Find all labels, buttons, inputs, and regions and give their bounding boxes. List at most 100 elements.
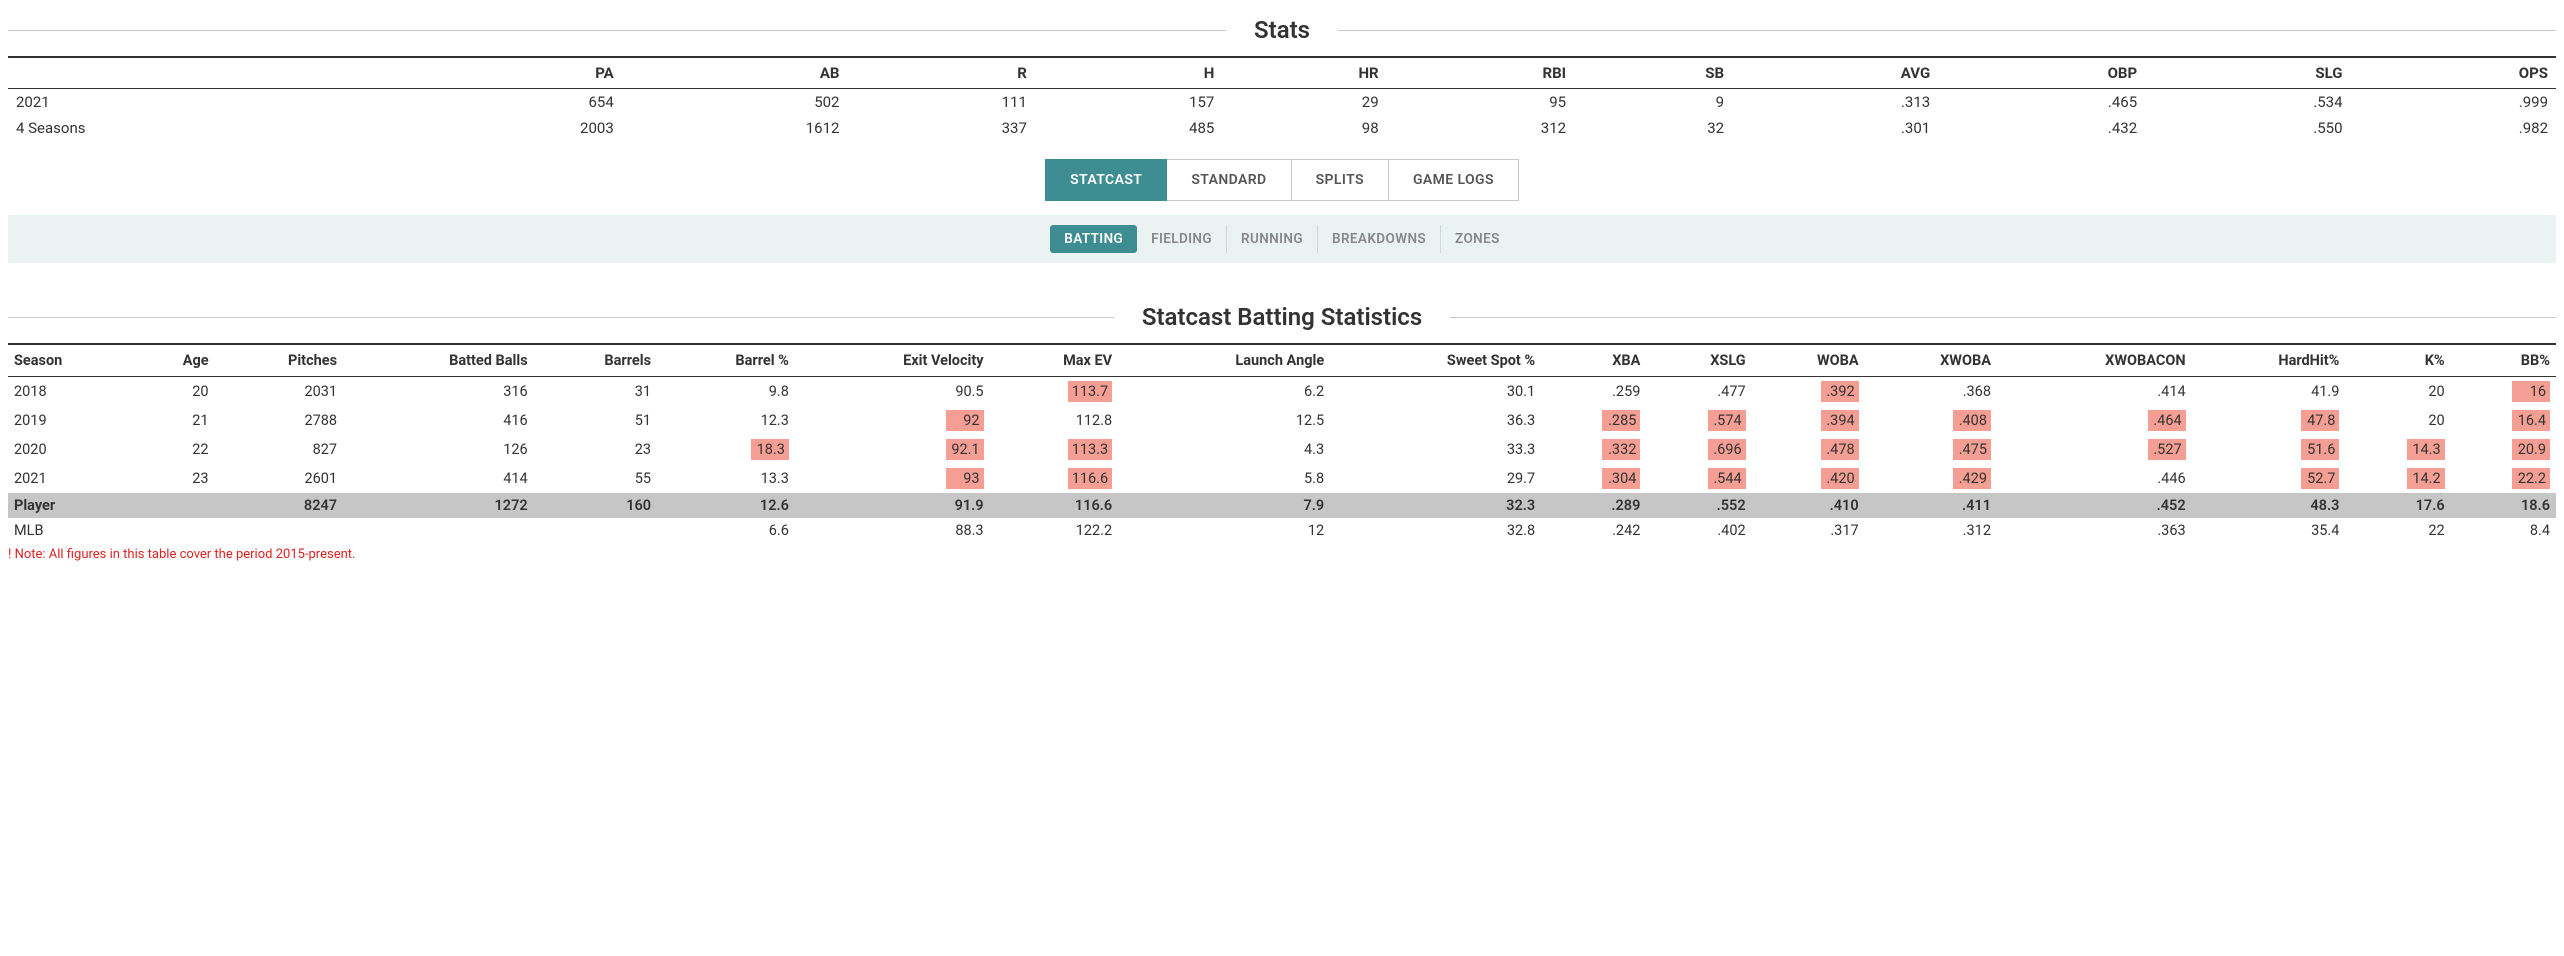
summary-cell: .313: [1732, 89, 1938, 116]
statcast-cell: .527: [1997, 435, 2192, 464]
tab-statcast[interactable]: STATCAST: [1045, 159, 1167, 201]
statcast-cell: 20.9: [2451, 435, 2556, 464]
statcast-row: 20192127884165112.392112.812.536.3.285.5…: [8, 406, 2556, 435]
statcast-cell: 113.3: [990, 435, 1119, 464]
statcast-cell: 2601: [215, 464, 343, 493]
statcast-cell: .363: [1997, 518, 2192, 543]
summary-cell: .534: [2145, 89, 2350, 116]
summary-cell: 2021: [8, 89, 396, 116]
subtab-fielding[interactable]: FIELDING: [1137, 225, 1227, 253]
statcast-cell: .411: [1865, 493, 1997, 518]
statcast-cell: 2019: [8, 406, 135, 435]
statcast-header-cell: XBA: [1541, 344, 1646, 377]
statcast-cell: .420: [1752, 464, 1865, 493]
statcast-cell: 14.3: [2345, 435, 2450, 464]
statcast-cell: 8247: [215, 493, 343, 518]
statcast-row: 20212326014145513.393116.65.829.7.304.54…: [8, 464, 2556, 493]
statcast-cell: .452: [1997, 493, 2192, 518]
statcast-header-row: SeasonAgePitchesBatted BallsBarrelsBarre…: [8, 344, 2556, 377]
tab-standard[interactable]: STANDARD: [1167, 159, 1291, 201]
statcast-header-cell: Pitches: [215, 344, 343, 377]
statcast-cell: 20: [2345, 377, 2450, 407]
statcast-header-cell: BB%: [2451, 344, 2556, 377]
subtab-breakdowns[interactable]: BREAKDOWNS: [1318, 225, 1441, 253]
summary-header-cell: AB: [622, 57, 848, 89]
statcast-cell: 20: [2345, 406, 2450, 435]
summary-cell: 9: [1574, 89, 1732, 116]
statcast-cell: 22.2: [2451, 464, 2556, 493]
statcast-cell: 51.6: [2192, 435, 2346, 464]
statcast-cell: 16: [2451, 377, 2556, 407]
statcast-cell: 116.6: [990, 493, 1119, 518]
statcast-cell: 12.6: [657, 493, 795, 518]
tab-game-logs[interactable]: GAME LOGS: [1389, 159, 1519, 201]
statcast-cell: 35.4: [2192, 518, 2346, 543]
statcast-cell: 14.2: [2345, 464, 2450, 493]
statcast-cell: 827: [215, 435, 343, 464]
statcast-row: 2018202031316319.890.5113.76.230.1.259.4…: [8, 377, 2556, 407]
summary-cell: .982: [2351, 115, 2556, 141]
statcast-cell: 414: [343, 464, 534, 493]
statcast-cell: 20: [135, 377, 215, 407]
summary-header-cell: OBP: [1938, 57, 2145, 89]
summary-table: PAABRHHRRBISBAVGOBPSLGOPS 20216545021111…: [8, 56, 2556, 141]
statcast-header-cell: Age: [135, 344, 215, 377]
statcast-cell: 48.3: [2192, 493, 2346, 518]
statcast-cell: 51: [534, 406, 657, 435]
statcast-cell: 22: [135, 435, 215, 464]
summary-cell: 4 Seasons: [8, 115, 396, 141]
summary-header-cell: [8, 57, 396, 89]
summary-header-cell: AVG: [1732, 57, 1938, 89]
tab-splits[interactable]: SPLITS: [1292, 159, 1389, 201]
statcast-cell: .368: [1865, 377, 1997, 407]
statcast-cell: 12.5: [1118, 406, 1330, 435]
statcast-cell: 6.2: [1118, 377, 1330, 407]
summary-cell: .432: [1938, 115, 2145, 141]
statcast-header-cell: Barrel %: [657, 344, 795, 377]
subtab-zones[interactable]: ZONES: [1441, 225, 1514, 253]
statcast-cell: 93: [795, 464, 990, 493]
statcast-cell: .446: [1997, 464, 2192, 493]
statcast-cell: 2018: [8, 377, 135, 407]
subtab-running[interactable]: RUNNING: [1227, 225, 1318, 253]
statcast-cell: [135, 518, 215, 543]
statcast-cell: .544: [1646, 464, 1751, 493]
statcast-cell: 22: [2345, 518, 2450, 543]
secondary-tabs: BATTINGFIELDINGRUNNINGBREAKDOWNSZONES: [8, 215, 2556, 263]
statcast-cell: 29.7: [1330, 464, 1541, 493]
statcast-row: 2020228271262318.392.1113.34.333.3.332.6…: [8, 435, 2556, 464]
statcast-cell: 90.5: [795, 377, 990, 407]
statcast-header-cell: XWOBA: [1865, 344, 1997, 377]
summary-cell: 337: [847, 115, 1034, 141]
statcast-cell: .478: [1752, 435, 1865, 464]
statcast-header-cell: HardHit%: [2192, 344, 2346, 377]
statcast-cell: .289: [1541, 493, 1646, 518]
statcast-table: SeasonAgePitchesBatted BallsBarrelsBarre…: [8, 343, 2556, 543]
statcast-cell: 2788: [215, 406, 343, 435]
statcast-header-cell: XWOBACON: [1997, 344, 2192, 377]
statcast-cell: 12.3: [657, 406, 795, 435]
subtab-batting[interactable]: BATTING: [1050, 225, 1137, 253]
statcast-cell: 416: [343, 406, 534, 435]
statcast-cell: .408: [1865, 406, 1997, 435]
statcast-cell: [215, 518, 343, 543]
summary-cell: 312: [1387, 115, 1574, 141]
statcast-cell: .410: [1752, 493, 1865, 518]
summary-cell: .999: [2351, 89, 2556, 116]
statcast-cell: .574: [1646, 406, 1751, 435]
statcast-cell: 12: [1118, 518, 1330, 543]
summary-header-cell: RBI: [1387, 57, 1574, 89]
summary-cell: 1612: [622, 115, 848, 141]
statcast-cell: 47.8: [2192, 406, 2346, 435]
statcast-header-cell: Batted Balls: [343, 344, 534, 377]
statcast-summary-row: Player8247127216012.691.9116.67.932.3.28…: [8, 493, 2556, 518]
stats-title-text: Stats: [1226, 16, 1338, 44]
statcast-cell: 7.9: [1118, 493, 1330, 518]
statcast-cell: .696: [1646, 435, 1751, 464]
summary-header-cell: PA: [396, 57, 622, 89]
statcast-header-cell: K%: [2345, 344, 2450, 377]
statcast-cell: 92.1: [795, 435, 990, 464]
statcast-header-cell: Max EV: [990, 344, 1119, 377]
statcast-cell: 17.6: [2345, 493, 2450, 518]
statcast-cell: 122.2: [990, 518, 1119, 543]
